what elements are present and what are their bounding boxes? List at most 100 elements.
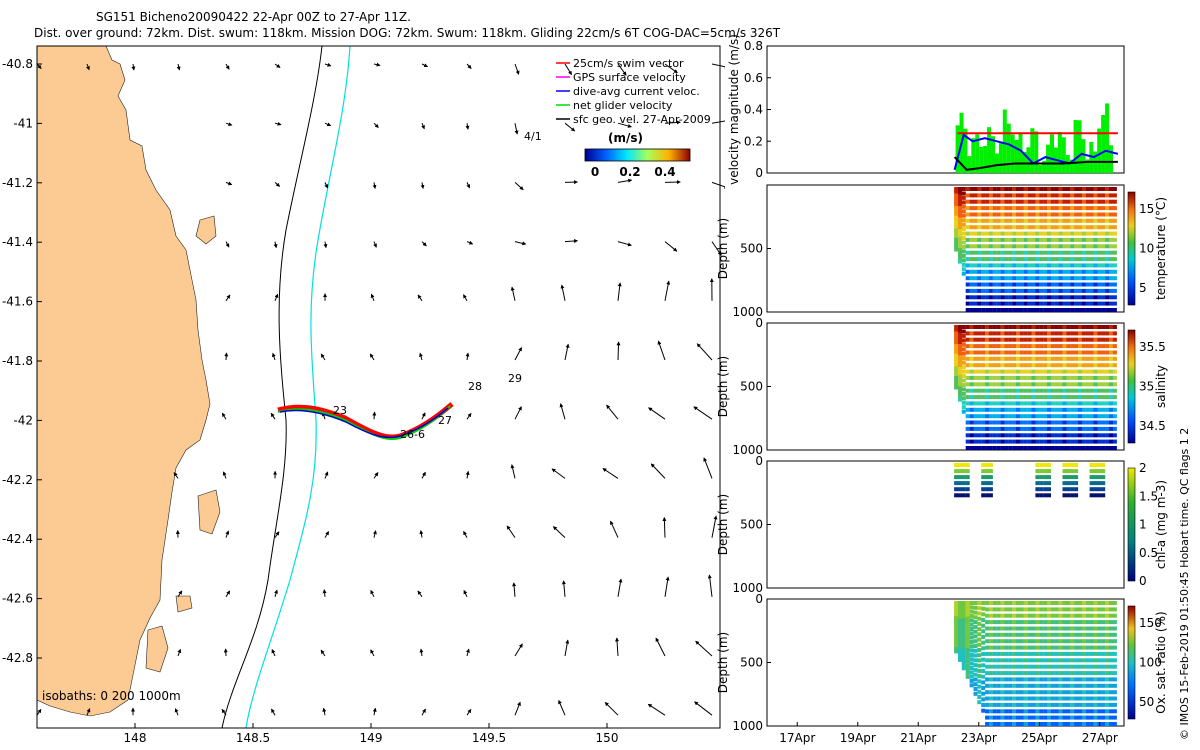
net-glider-velocity-bar (971, 138, 976, 173)
profile-sample (1027, 620, 1032, 625)
profile-sample (1066, 401, 1071, 406)
profile-sample (1023, 658, 1028, 663)
profile-sample (1074, 620, 1079, 625)
profile-sample (1031, 426, 1036, 431)
profile-sample (958, 336, 962, 341)
profile-sample (1062, 206, 1067, 211)
profile-sample (1027, 382, 1032, 387)
profile-sample (1066, 187, 1071, 191)
colorbar-tick-label: 50 (1139, 695, 1154, 709)
current-vector (617, 63, 627, 76)
profile-sample (973, 225, 978, 230)
profile-sample (977, 237, 982, 242)
profile-sample (1066, 632, 1071, 637)
profile-sample (1012, 420, 1017, 425)
profile-sample (1078, 288, 1082, 293)
profile-sample (973, 433, 978, 438)
profile-sample (1109, 658, 1113, 663)
net-glider-velocity-bar (983, 145, 988, 173)
profile-sample (1066, 645, 1071, 650)
profile-sample (981, 187, 986, 191)
profile-sample (1081, 709, 1086, 714)
profile-sample (992, 269, 997, 274)
profile-sample (1043, 613, 1048, 618)
profile-sample (988, 696, 993, 701)
profile-sample (1074, 257, 1079, 262)
profile-sample (1012, 369, 1017, 374)
profile-sample (1004, 331, 1009, 336)
profile-sample (1000, 231, 1005, 236)
profile-sample (992, 382, 997, 387)
profile-sample (1012, 709, 1017, 714)
profile-sample (1004, 407, 1009, 412)
net-glider-velocity-bar (1010, 134, 1015, 173)
profile-sample (1109, 337, 1113, 342)
profile-sample (981, 375, 986, 380)
profile-sample (985, 288, 990, 293)
profile-sample (973, 426, 978, 431)
profile-sample (1016, 206, 1020, 211)
profile-sample (1070, 632, 1075, 637)
profile-sample (1008, 350, 1013, 355)
profile-sample (1105, 295, 1110, 300)
profile-sample (981, 269, 986, 274)
profile-sample (1109, 212, 1113, 217)
profile-sample (1054, 344, 1059, 349)
profile-sample (1054, 702, 1059, 707)
profile-sample (1062, 344, 1067, 349)
profile-sample (965, 433, 970, 438)
profile-sample (958, 370, 962, 375)
profile-sample (1054, 250, 1059, 255)
profile-sample (1043, 487, 1048, 492)
profile-sample (1027, 325, 1032, 329)
profile-sample (1039, 382, 1044, 387)
profile-sample (1112, 395, 1117, 400)
profile-sample (1043, 475, 1048, 480)
profile-sample (1043, 282, 1048, 287)
profile-sample (958, 607, 962, 611)
profile-sample (1085, 344, 1090, 349)
profile-sample (1000, 407, 1005, 412)
profile-sample (981, 426, 986, 431)
current-vector (514, 643, 523, 657)
profile-sample (1066, 206, 1071, 211)
profile-sample (1050, 212, 1055, 217)
colorbar-label: Ox. sat. ratio (%) (1154, 611, 1168, 713)
profile-sample (1047, 722, 1051, 726)
profile-sample (973, 369, 978, 374)
net-glider-velocity-bar (1085, 159, 1090, 173)
profile-sample (958, 397, 962, 402)
profile-sample (985, 664, 990, 669)
profile-sample (1089, 475, 1094, 480)
current-vector (604, 702, 619, 716)
profile-sample (1097, 395, 1102, 400)
profile-sample (977, 288, 982, 293)
profile-sample (1027, 282, 1032, 287)
profile-sample (954, 244, 959, 249)
profile-sample (1035, 388, 1040, 393)
track-day-label: 28 (468, 380, 482, 393)
profile-sample (992, 401, 997, 406)
profile-sample (1078, 369, 1082, 374)
profile-sample (988, 439, 993, 444)
profile-sample (1012, 282, 1017, 287)
isobath-200m (221, 45, 323, 729)
profile-sample (1074, 607, 1079, 612)
profile-sample (1089, 613, 1094, 618)
profile-sample (1066, 677, 1071, 682)
profile-sample (1039, 282, 1044, 287)
profile-sample (1019, 607, 1024, 612)
profile-sample (1054, 301, 1059, 306)
profile-sample (1097, 651, 1102, 656)
profile-sample (985, 295, 990, 300)
current-vector (693, 406, 713, 420)
profile-sample (1097, 664, 1102, 669)
profile-sample (973, 308, 978, 312)
profile-sample (1008, 426, 1013, 431)
profile-sample (981, 686, 986, 690)
isobath-label: isobaths: 0 200 1000m (42, 689, 181, 703)
profile-sample (996, 645, 1001, 650)
profile-sample (958, 382, 962, 387)
profile-sample (1112, 350, 1117, 355)
profile-sample (954, 649, 959, 654)
